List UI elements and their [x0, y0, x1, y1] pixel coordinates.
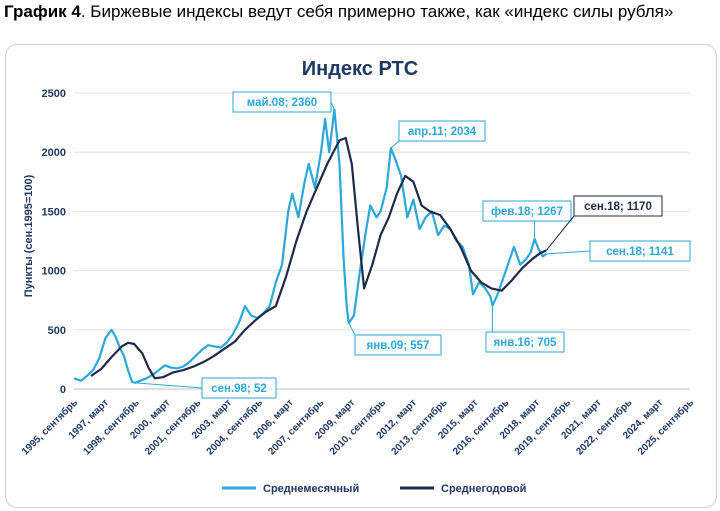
y-tick-label: 1000	[42, 266, 66, 278]
legend-label-monthly: Среднемесячный	[263, 483, 359, 495]
annotation-label: янв.16; 705	[494, 337, 558, 349]
annotation-box	[354, 334, 442, 356]
x-tick-label: 2001, сентябрь	[142, 397, 203, 458]
annotation-label: фев.18; 1267	[491, 206, 563, 218]
y-tick-label: 0	[60, 384, 66, 396]
annotation-leader	[348, 322, 356, 336]
x-tick-label: 2019, сентябрь	[512, 397, 573, 458]
legend: Среднемесячный Среднегодовой	[222, 483, 526, 495]
annotation-box	[485, 331, 565, 353]
annotation-label: сен.18; 1141	[606, 246, 674, 258]
annotation-leader	[330, 101, 335, 110]
annotation-box	[573, 195, 663, 217]
y-tick-label: 2500	[42, 88, 66, 100]
y-tick-label: 500	[48, 325, 66, 337]
chart-title: Индекс РТС	[302, 58, 418, 80]
x-tick-label: 2007, сентябрь	[266, 397, 327, 458]
annotation-leader	[545, 215, 575, 251]
annotation-leader	[546, 250, 591, 255]
annotation-label: май.08; 2360	[247, 97, 317, 109]
annotation-box	[398, 120, 486, 142]
y-axis-label: Пункты (сен.1995=100)	[23, 174, 35, 297]
annotation-label: сен.18; 1170	[584, 201, 652, 213]
caption-label: График 4	[4, 2, 81, 21]
annotation-label: апр.11; 2034	[408, 126, 477, 138]
series-line-yearly	[90, 136, 547, 380]
annotation-leader	[390, 140, 400, 149]
caption-text: . Биржевые индексы ведут себя примерно т…	[80, 2, 674, 21]
annotation-box	[482, 200, 572, 222]
annotation-label: сен.98; 52	[211, 383, 267, 395]
x-tick-label: 1995, сентябрь	[19, 397, 80, 458]
annotation-box	[232, 91, 332, 113]
x-tick-label: 2010, сентябрь	[327, 397, 388, 458]
y-tick-label: 1500	[42, 206, 66, 218]
y-tick-label: 2000	[42, 147, 66, 159]
annotation-box	[201, 377, 277, 399]
chart-frame	[5, 44, 717, 508]
figure-caption: График 4. Биржевые индексы ведут себя пр…	[4, 2, 716, 22]
x-tick-label: 1998, сентябрь	[81, 397, 142, 458]
x-tick-label: 2016, сентябрь	[450, 397, 511, 458]
x-tick-label: 2013, сентябрь	[389, 397, 450, 458]
x-tick-label: 2004, сентябрь	[204, 397, 265, 458]
x-tick-label: 2025, сентябрь	[635, 397, 696, 458]
legend-label-yearly: Среднегодовой	[441, 483, 526, 495]
series-line-monthly	[73, 108, 547, 384]
x-tick-label: 2022, сентябрь	[574, 397, 635, 458]
annotation-box	[589, 240, 691, 262]
annotation-label: янв.09; 557	[367, 340, 430, 352]
annotation-leader	[135, 382, 203, 389]
